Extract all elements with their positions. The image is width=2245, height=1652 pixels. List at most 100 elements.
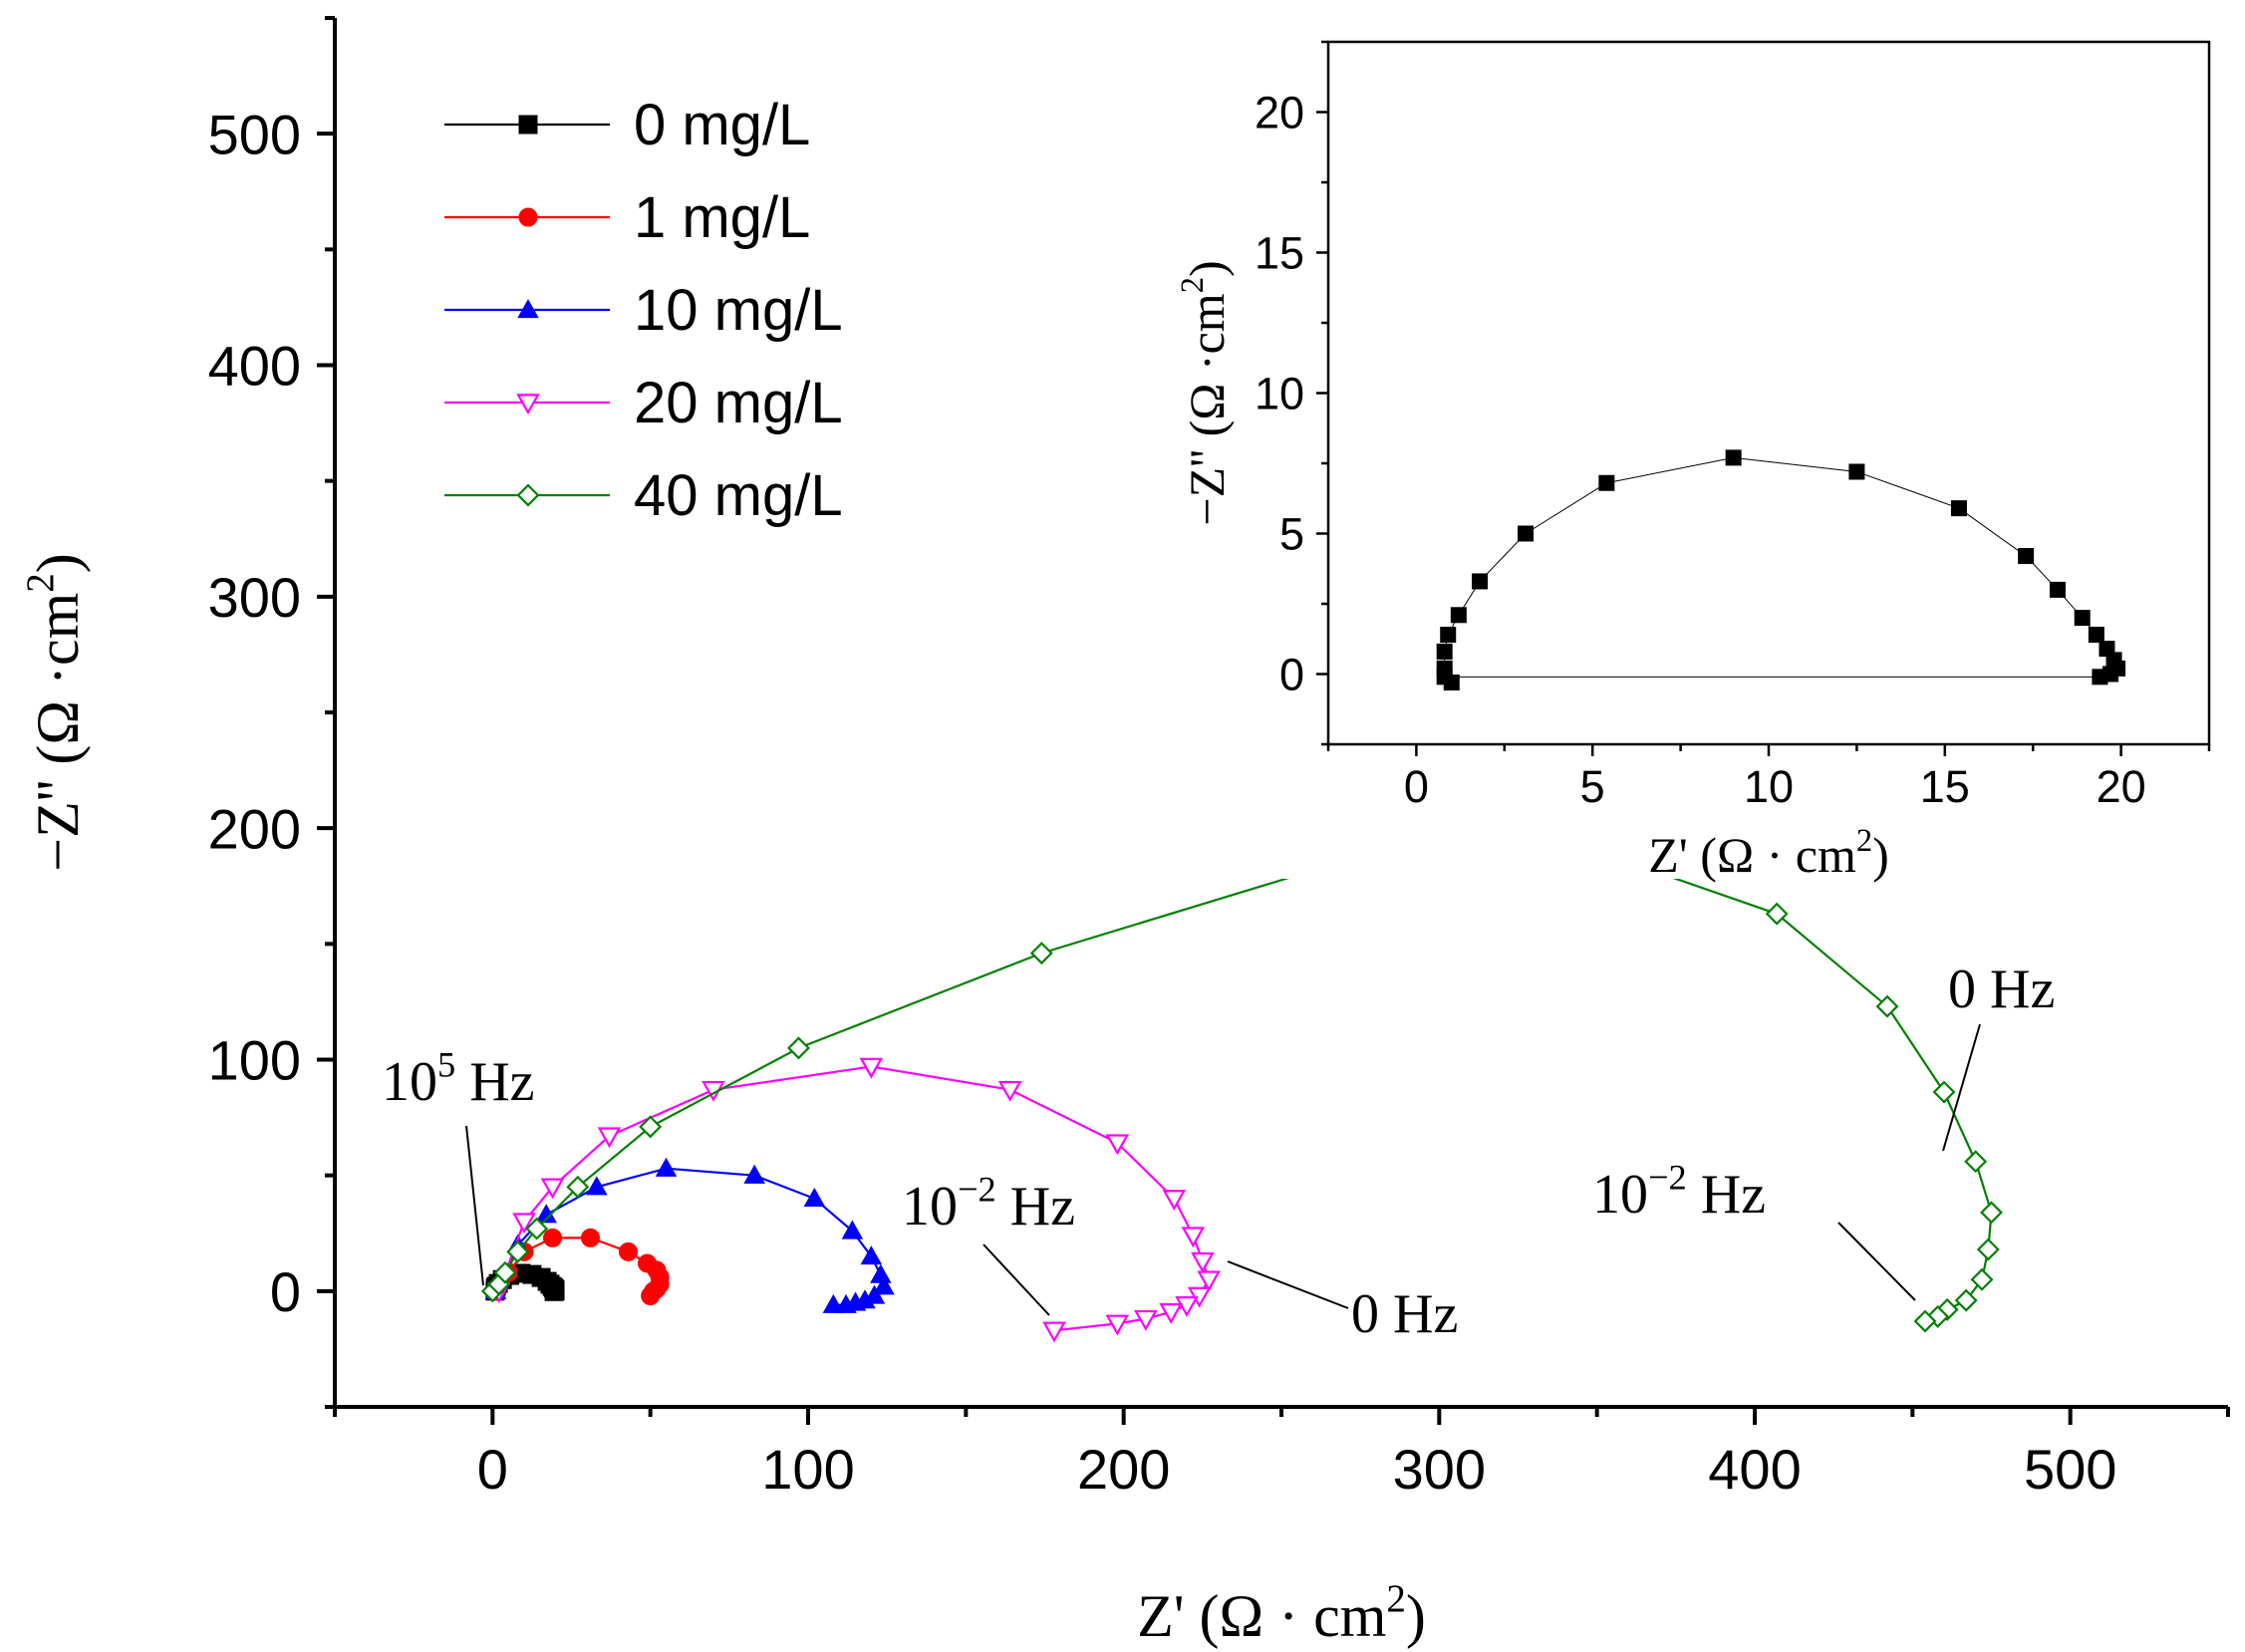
data-point [641,1285,661,1305]
data-point [1598,474,1615,491]
legend-marker [518,115,538,135]
legend-item-1-mg-l: 1 mg/L [444,185,810,250]
data-point [1976,1238,2000,1261]
series-20-mg-l [486,1057,1221,1343]
data-point [581,1228,600,1247]
data-point [540,1178,565,1200]
annotation-leader-line [1837,1222,1916,1301]
data-point [1980,1201,2003,1225]
series-1-mg-l [486,1228,670,1305]
data-point [803,1187,826,1208]
data-point [1134,1309,1158,1331]
data-point [2049,581,2066,598]
data-point [1162,1190,1187,1212]
data-point [506,1239,530,1263]
data-point [2088,627,2105,644]
x-tick-label: 0 [477,1438,508,1501]
data-point [1848,463,1865,480]
data-point [1042,1321,1066,1343]
legend-label: 20 mg/L [634,371,843,435]
legend-marker [518,207,538,227]
y-tick-label: 0 [270,1260,301,1323]
data-point [1932,1080,1956,1104]
x-tick-label: 400 [1708,1438,1801,1501]
data-point [1440,627,1457,644]
data-point [1105,1314,1130,1336]
data-point [597,1127,622,1149]
data-point [743,1164,765,1184]
inset-background [1194,22,2230,879]
x-tick-label: 300 [1393,1438,1486,1501]
y-tick-label: 200 [208,797,301,860]
annotation-label: 10−2 Hz [902,1169,1075,1238]
legend-item-20-mg-l: 20 mg/L [444,371,843,435]
y-tick-label: 20 [1255,88,1304,138]
x-tick-label: 5 [1580,761,1605,812]
legend-marker [516,394,540,415]
frequency-annotations: 105 Hz 10−2 Hz 0 Hz 0 Hz 10−2 Hz [382,959,2055,1345]
data-point [1159,1302,1183,1324]
data-point [1472,573,1489,590]
legend-label: 1 mg/L [634,185,810,250]
annotation-leader-line [1227,1260,1349,1309]
x-tick-label: 0 [1404,761,1429,812]
legend-label: 0 mg/L [634,93,810,157]
data-point [2018,548,2035,565]
data-point [859,1057,884,1079]
data-point [1175,1296,1199,1317]
data-point [1436,643,1453,660]
series-10-mg-l [484,1157,895,1313]
data-point [544,1281,564,1301]
annotation-leader-line [465,1125,484,1286]
x-axis-title: Z' (Ω · cm2) [1137,1577,1426,1649]
data-point [566,1175,590,1199]
data-point [512,1213,536,1235]
data-point [1105,1134,1130,1156]
data-point [1913,1309,1937,1333]
y-tick-label: 5 [1279,509,1304,560]
annotation-5: 10−2 Hz [1592,1157,1916,1301]
y-tick-label: 400 [208,335,301,398]
legend-marker [517,299,539,319]
x-tick-label: 100 [761,1438,854,1501]
x-tick-label: 10 [1744,761,1794,812]
y-tick-label: 100 [208,1029,301,1092]
y-tick-label: 10 [1255,369,1304,419]
x-tick-label: 15 [1920,761,1970,812]
annotation-2: 10−2 Hz [902,1169,1075,1316]
series-0-mg-l [1436,449,2126,690]
data-point [1964,1150,1988,1174]
annotation-label: 0 Hz [1948,959,2055,1020]
data-point [1765,902,1789,926]
data-point [525,1217,549,1240]
annotation-1: 105 Hz [382,1044,535,1286]
annotation-3: 0 Hz [1227,1260,1458,1345]
data-point [1181,1227,1206,1248]
data-point [841,1220,864,1239]
data-point [2074,610,2091,627]
data-point [870,1263,892,1283]
data-point [873,1275,895,1295]
data-point [1518,525,1535,542]
data-point [639,1115,663,1139]
y-tick-label: 0 [1279,650,1304,700]
data-point [493,1260,517,1284]
data-point [619,1241,638,1261]
data-point [997,1080,1022,1102]
data-point [543,1228,562,1247]
y-axis-title: −Z'' (Ω ·cm2) [1175,260,1235,525]
data-point [860,1245,883,1265]
annotation-label: 10−2 Hz [1592,1157,1766,1226]
data-point [1950,500,1967,517]
data-point [1191,1251,1215,1273]
y-axis-title: −Z'' (Ω ·cm2) [19,553,91,871]
series-line [497,1065,1211,1332]
annotation-label: 105 Hz [382,1044,535,1113]
data-point [1970,1267,1994,1291]
legend: 0 mg/L 1 mg/L 10 mg/L 20 mg/L 40 mg/L [444,93,843,528]
y-tick-label: 15 [1255,228,1304,279]
data-point [1954,1288,1978,1312]
x-tick-label: 200 [1077,1438,1170,1501]
inset-plot-area: 0 5 10 15 20 0 5 10 15 20 Z' (Ω · cm2) −Z'' (Ω ·cm2… [1175,22,2230,883]
